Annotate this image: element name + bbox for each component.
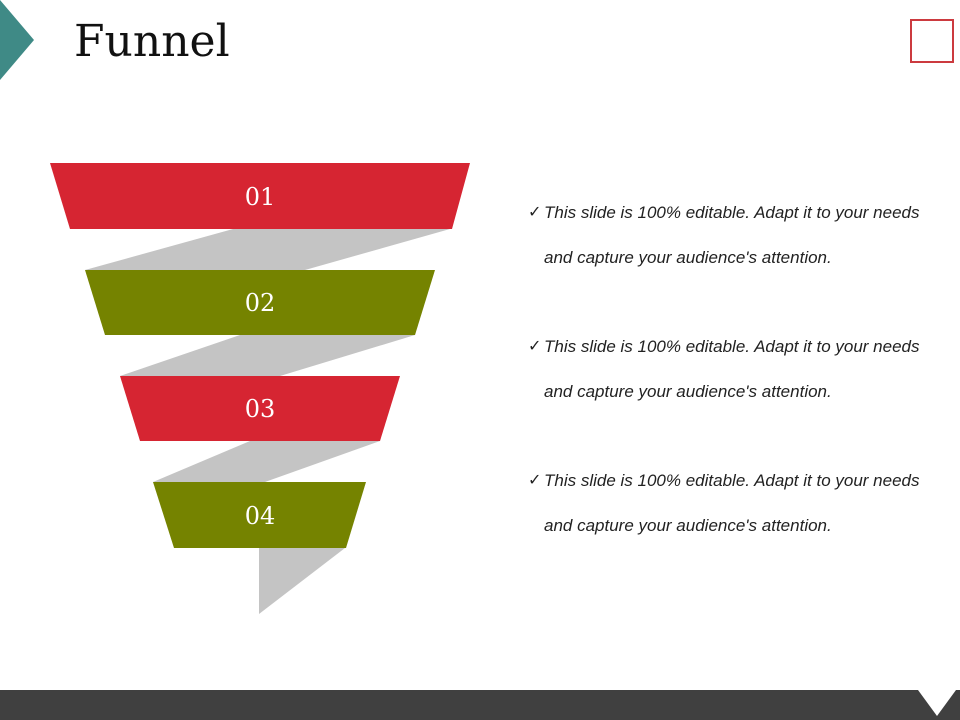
bullet-list: ✓ This slide is 100% editable. Adapt it … xyxy=(524,190,924,592)
corner-frame-box xyxy=(910,19,954,63)
funnel-stage-4 xyxy=(153,482,366,548)
funnel-ribbon-3 xyxy=(153,441,380,482)
corner-arrow-icon xyxy=(0,0,34,80)
funnel-stage-4-label: 04 xyxy=(245,502,276,530)
funnel-stage-3 xyxy=(120,376,400,441)
funnel-stage-2 xyxy=(85,270,435,335)
bottom-notch-triangle-icon xyxy=(918,690,956,716)
funnel-ribbon-1 xyxy=(85,229,450,270)
slide-title: Funnel xyxy=(74,16,230,67)
bullet-item-3: ✓ This slide is 100% editable. Adapt it … xyxy=(524,458,924,592)
checkmark-icon: ✓ xyxy=(528,204,542,221)
bullet-item-1: ✓ This slide is 100% editable. Adapt it … xyxy=(524,190,924,324)
funnel-stage-3-label: 03 xyxy=(245,395,276,423)
bullet-text: This slide is 100% editable. Adapt it to… xyxy=(544,203,920,267)
funnel-stage-2-label: 02 xyxy=(245,289,276,317)
funnel-ribbon-tail xyxy=(259,548,345,614)
bullet-item-2: ✓ This slide is 100% editable. Adapt it … xyxy=(524,324,924,458)
bullet-text: This slide is 100% editable. Adapt it to… xyxy=(544,337,920,401)
funnel-stage-1-label: 01 xyxy=(245,183,276,211)
bullet-text: This slide is 100% editable. Adapt it to… xyxy=(544,471,920,535)
funnel-ribbon-2 xyxy=(120,335,415,376)
checkmark-icon: ✓ xyxy=(528,338,542,355)
bottom-bar xyxy=(0,690,960,720)
funnel-stage-1 xyxy=(50,163,470,229)
checkmark-icon: ✓ xyxy=(528,472,542,489)
